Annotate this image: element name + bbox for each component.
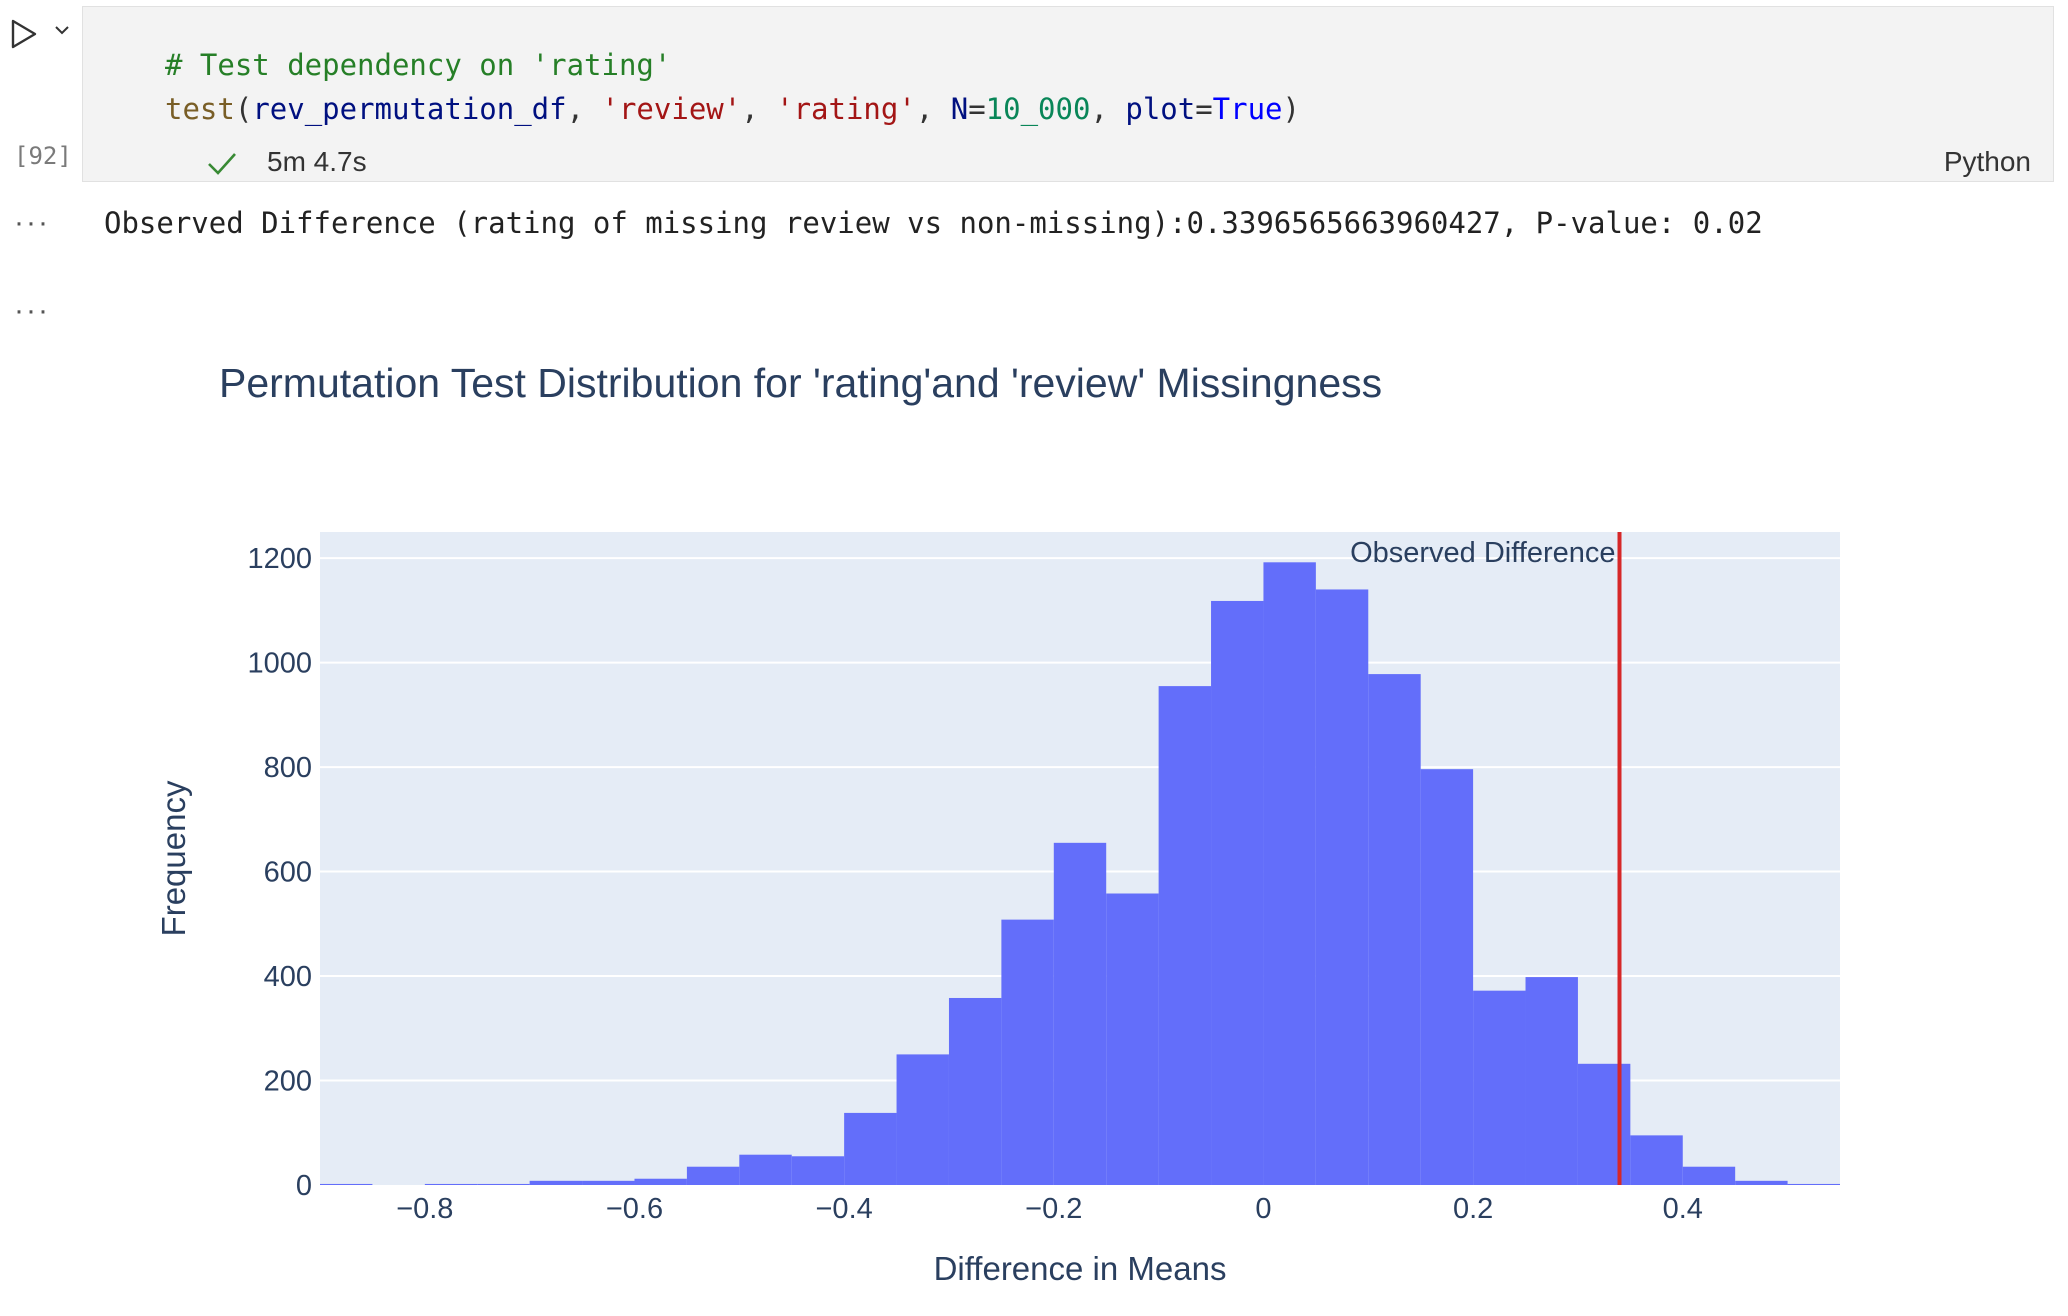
- y-tick-label: 600: [264, 857, 312, 889]
- code-token: (: [234, 92, 253, 126]
- y-tick-label: 1000: [247, 648, 312, 680]
- output-actions-dots[interactable]: ···: [14, 206, 50, 239]
- x-tick-label: 0.4: [1663, 1193, 1703, 1225]
- histogram-bar: [1682, 1166, 1736, 1185]
- chevron-down-icon[interactable]: [52, 20, 72, 40]
- histogram-bar: [739, 1154, 792, 1185]
- histogram-bar: [424, 1183, 478, 1185]
- histogram-bar: [1001, 919, 1054, 1185]
- y-axis-title: Frequency: [155, 780, 192, 936]
- x-tick-label: −0.8: [396, 1193, 453, 1225]
- x-tick-label: −0.6: [606, 1193, 663, 1225]
- code-token: ): [1282, 92, 1300, 126]
- code-line: # Test dependency on 'rating': [165, 43, 1300, 87]
- code-token: =: [968, 92, 986, 126]
- histogram-bar: [1630, 1135, 1683, 1185]
- cell-language[interactable]: Python: [1943, 146, 2031, 177]
- code-cell[interactable]: # Test dependency on 'rating' test(rev_pe…: [82, 6, 2054, 182]
- histogram-bar: [634, 1178, 687, 1185]
- code-token: test: [165, 92, 235, 126]
- histogram-bar: [477, 1183, 530, 1185]
- code-line: test(rev_permutation_df, 'review', 'rati…: [165, 87, 1300, 131]
- y-tick-label: 200: [264, 1066, 312, 1098]
- output-actions-dots[interactable]: ···: [14, 294, 50, 327]
- x-tick-label: 0.2: [1453, 1193, 1493, 1225]
- y-tick-label: 400: [264, 961, 312, 993]
- x-tick-label: 0: [1255, 1193, 1271, 1225]
- histogram-bar: [1263, 562, 1316, 1185]
- observed-difference-label: Observed Difference: [1350, 537, 1615, 569]
- code-token: 'rating': [776, 92, 916, 126]
- histogram-bar: [320, 1183, 373, 1185]
- success-check-icon: [208, 153, 236, 175]
- histogram-bar: [1420, 769, 1474, 1185]
- x-tick-label: −0.4: [816, 1193, 873, 1225]
- code-editor[interactable]: # Test dependency on 'rating' test(rev_pe…: [165, 43, 1300, 131]
- code-token: =: [1195, 92, 1213, 126]
- histogram-bar: [582, 1180, 635, 1185]
- code-token: plot: [1125, 92, 1196, 126]
- histogram-bar: [1368, 674, 1421, 1185]
- histogram-bar: [896, 1054, 949, 1185]
- histogram-bar: [686, 1166, 740, 1185]
- code-token: N: [950, 92, 969, 126]
- y-tick-label: 0: [296, 1170, 312, 1202]
- histogram-bar: [1577, 1063, 1631, 1185]
- histogram-bar: [1053, 842, 1107, 1185]
- code-token: ,: [1090, 92, 1126, 126]
- histogram-bar: [1473, 990, 1526, 1185]
- code-token: 10_000: [985, 92, 1091, 126]
- code-token: ,: [915, 92, 951, 126]
- code-token: ,: [741, 92, 777, 126]
- code-token: # Test dependency on 'rating': [165, 48, 672, 82]
- histogram-bar: [1106, 893, 1159, 1185]
- code-token: True: [1212, 92, 1283, 126]
- code-token: rev_permutation_df: [252, 92, 567, 126]
- histogram-bar: [1735, 1180, 1788, 1185]
- y-tick-label: 1200: [247, 543, 312, 575]
- x-axis-ticks: −0.8 −0.6 −0.4 −0.2 0 0.2 0.4: [396, 1193, 1703, 1225]
- x-tick-label: −0.2: [1025, 1193, 1082, 1225]
- execution-count: [92]: [14, 142, 72, 170]
- histogram-chart: Permutation Test Distribution for 'ratin…: [150, 340, 1850, 1305]
- histogram-bar: [844, 1112, 897, 1185]
- histogram-bar: [1525, 977, 1578, 1185]
- execution-duration: 5m 4.7s: [267, 146, 367, 177]
- histogram-bar: [1315, 589, 1369, 1185]
- histogram-bar: [948, 997, 1002, 1185]
- chart-svg: Permutation Test Distribution for 'ratin…: [155, 360, 1840, 1287]
- code-token: 'review': [601, 92, 742, 126]
- code-token: ,: [566, 92, 602, 126]
- stdout-text: Observed Difference (rating of missing r…: [104, 206, 1763, 240]
- y-tick-label: 800: [264, 752, 312, 784]
- y-axis-ticks: 0 200 400 600 800 1000 1200: [247, 543, 312, 1202]
- histogram-bar: [1211, 600, 1264, 1185]
- histogram-bar: [1787, 1183, 1840, 1185]
- x-axis-title: Difference in Means: [934, 1250, 1227, 1287]
- run-cell-icon[interactable]: [10, 18, 38, 50]
- histogram-bar: [1158, 686, 1212, 1185]
- histogram-bar: [529, 1180, 583, 1185]
- chart-title: Permutation Test Distribution for 'ratin…: [219, 360, 1382, 406]
- histogram-bar: [791, 1156, 845, 1185]
- histogram-bars: [320, 562, 1840, 1185]
